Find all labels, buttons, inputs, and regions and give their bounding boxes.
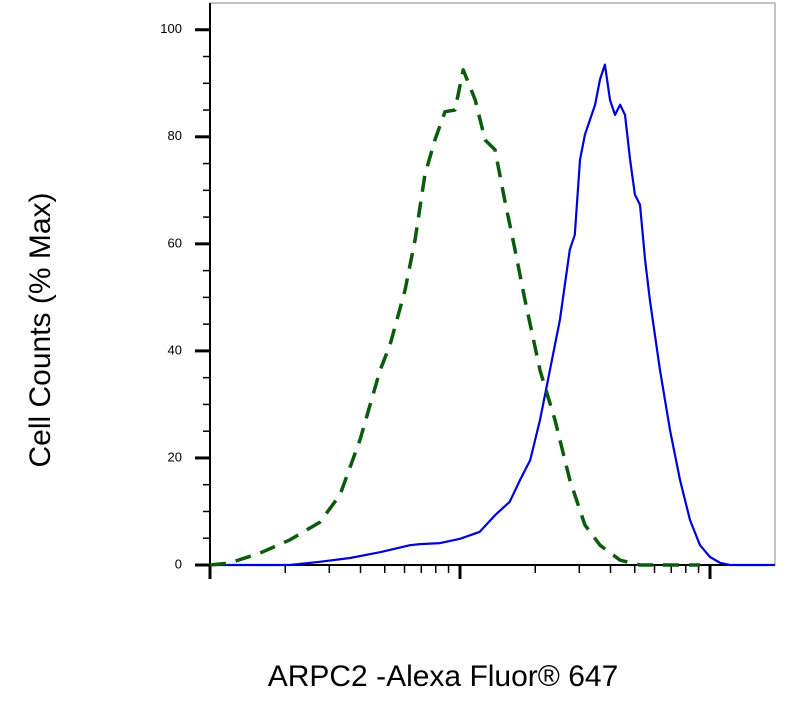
plot-frame (209, 2, 776, 566)
y-tick-label: 0 (175, 556, 182, 571)
y-axis-title: Cell Counts (% Max) (24, 192, 57, 467)
histogram-line (209, 68, 700, 567)
histogram-line (210, 63, 775, 567)
y-tick-label: 100 (160, 21, 182, 36)
y-tick-label: 60 (168, 235, 182, 250)
y-tick-label: 40 (168, 342, 182, 357)
y-tick-label: 80 (168, 128, 182, 143)
x-axis-title: ARPC2 -Alexa Fluor® 647 (268, 660, 619, 693)
y-tick-label: 20 (168, 449, 182, 464)
